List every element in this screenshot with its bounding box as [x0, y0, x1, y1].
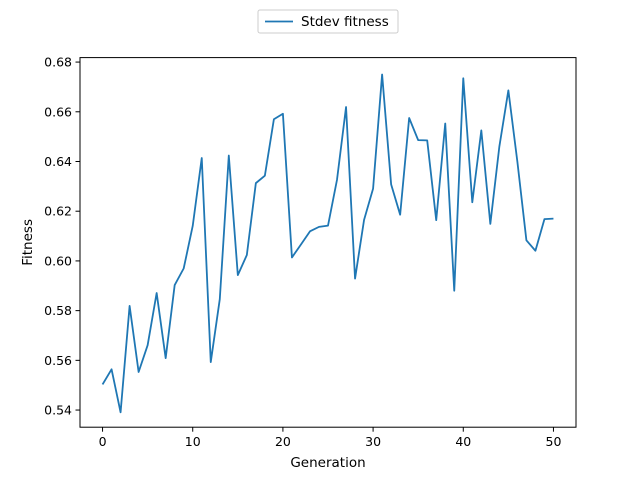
y-tick-label: 0.58 — [44, 303, 72, 318]
plot-frame — [79, 57, 577, 428]
y-tick-label: 0.54 — [44, 403, 72, 418]
y-tick-label: 0.68 — [44, 55, 72, 70]
y-tick-label: 0.56 — [44, 353, 72, 368]
y-tick-label: 0.60 — [44, 253, 72, 268]
y-tick-label: 0.66 — [44, 104, 72, 119]
x-tick-label: 10 — [185, 434, 201, 449]
series-line-stdev-fitness — [101, 73, 554, 414]
x-tick-label: 20 — [275, 434, 291, 449]
plot-area: 0 10 20 30 40 50 0.54 0.56 0.58 0.60 0.62 0.64 0.66 0… — [44, 55, 561, 450]
x-axis-label: Generation — [290, 455, 365, 471]
x-tick-label: 30 — [365, 434, 381, 449]
y-tick-label: 0.62 — [44, 204, 72, 219]
x-tick-label: 0 — [99, 434, 107, 449]
y-tick-label: 0.64 — [44, 154, 72, 169]
legend-label-stdev-fitness: Stdev fitness — [301, 14, 389, 30]
legend-box — [257, 9, 399, 34]
y-axis-label: Fitness — [20, 219, 36, 266]
x-tick-label: 40 — [455, 434, 471, 449]
legend: Stdev fitness — [257, 9, 399, 34]
x-tick-label: 50 — [546, 434, 562, 449]
